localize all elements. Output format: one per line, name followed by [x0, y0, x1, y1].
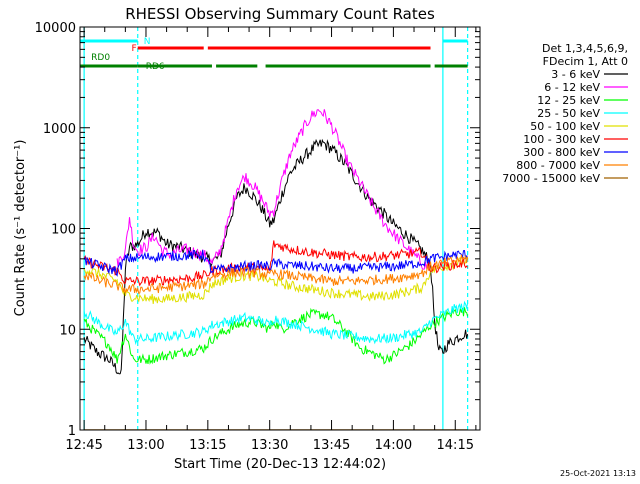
x-tick-label-4: 13:45 — [313, 438, 350, 453]
y-axis-label: Count Rate (s⁻¹ detector⁻¹) — [13, 140, 28, 317]
legend-header-line-2: FDecim 1, Att 0 — [543, 55, 628, 68]
x-tick-label-1: 13:00 — [127, 438, 164, 453]
x-tick-label-2: 13:15 — [189, 438, 226, 453]
legend-label-4: 50 - 100 keV — [530, 120, 600, 133]
x-tick-label-6: 14:15 — [437, 438, 474, 453]
legend-label-3: 25 - 50 keV — [537, 107, 600, 120]
flag-label-0: N — [144, 37, 151, 47]
y-tick-label-3: 1000 — [43, 122, 76, 137]
timestamp: 25-Oct-2021 13:13 — [560, 469, 636, 478]
legend-label-5: 100 - 300 keV — [523, 133, 600, 146]
y-tick-label-2: 100 — [51, 223, 76, 238]
y-tick-label-1: 10 — [59, 323, 76, 338]
plot-frame — [79, 26, 481, 431]
series-line-6 — [83, 249, 468, 277]
legend-label-0: 3 - 6 keV — [551, 68, 600, 81]
legend-label-7: 800 - 7000 keV — [516, 159, 600, 172]
series-group — [83, 108, 469, 430]
series-line-0 — [83, 138, 469, 375]
series-line-5 — [83, 240, 468, 287]
flag-label-3: RD6 — [146, 62, 165, 72]
chart-title: RHESSI Observing Summary Count Rates — [125, 5, 435, 23]
x-tick-label-0: 12:45 — [65, 438, 102, 453]
legend-label-1: 6 - 12 keV — [544, 81, 600, 94]
series-line-3 — [83, 300, 469, 346]
series-line-4 — [83, 256, 469, 304]
flag-label-1: F — [132, 44, 137, 54]
series-line-7 — [83, 254, 469, 295]
series-line-1 — [116, 108, 431, 272]
y-tick-label-4: 10000 — [35, 21, 76, 36]
legend-label-6: 300 - 800 keV — [523, 146, 600, 159]
y-tick-label-0: 1 — [68, 424, 76, 439]
plot-area: NF RD0 RD6 1 10 100 1000 10000 12:45 13:00 13:15 13… — [35, 21, 481, 453]
series-line-2 — [83, 307, 469, 365]
legend-header-line-1: Det 1,3,4,5,6,9, — [542, 42, 628, 55]
legend-label-2: 12 - 25 keV — [537, 94, 600, 107]
x-tick-label-5: 14:00 — [375, 438, 412, 453]
legend-label-8: 7000 - 15000 keV — [502, 172, 600, 185]
flag-label-2: RD0 — [91, 53, 110, 63]
x-tick-label-3: 13:30 — [251, 438, 288, 453]
x-axis-label: Start Time (20-Dec-13 12:44:02) — [174, 457, 386, 472]
